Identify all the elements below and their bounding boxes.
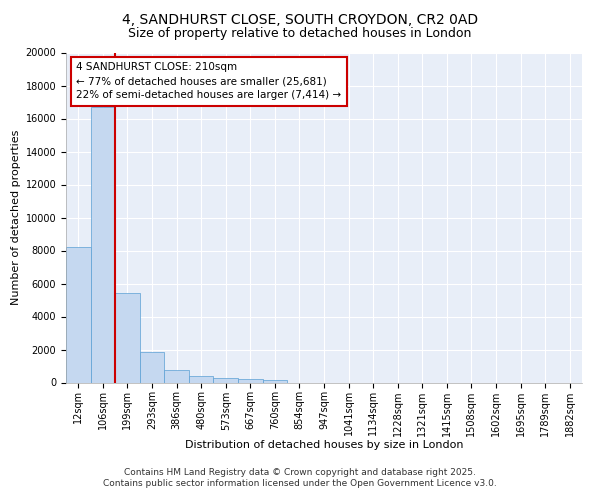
Y-axis label: Number of detached properties: Number of detached properties [11, 130, 22, 305]
Text: Contains HM Land Registry data © Crown copyright and database right 2025.
Contai: Contains HM Land Registry data © Crown c… [103, 468, 497, 487]
Bar [164, 370, 189, 382]
Text: 4 SANDHURST CLOSE: 210sqm
← 77% of detached houses are smaller (25,681)
22% of s: 4 SANDHURST CLOSE: 210sqm ← 77% of detac… [76, 62, 341, 100]
Bar [263, 380, 287, 382]
Bar [115, 294, 140, 382]
Bar [91, 107, 115, 382]
Bar [189, 376, 214, 382]
Text: 4, SANDHURST CLOSE, SOUTH CROYDON, CR2 0AD: 4, SANDHURST CLOSE, SOUTH CROYDON, CR2 0… [122, 12, 478, 26]
Bar [66, 247, 91, 382]
Bar [238, 379, 263, 382]
Bar [214, 378, 238, 382]
X-axis label: Distribution of detached houses by size in London: Distribution of detached houses by size … [185, 440, 463, 450]
Bar [140, 352, 164, 382]
Text: Size of property relative to detached houses in London: Size of property relative to detached ho… [128, 28, 472, 40]
